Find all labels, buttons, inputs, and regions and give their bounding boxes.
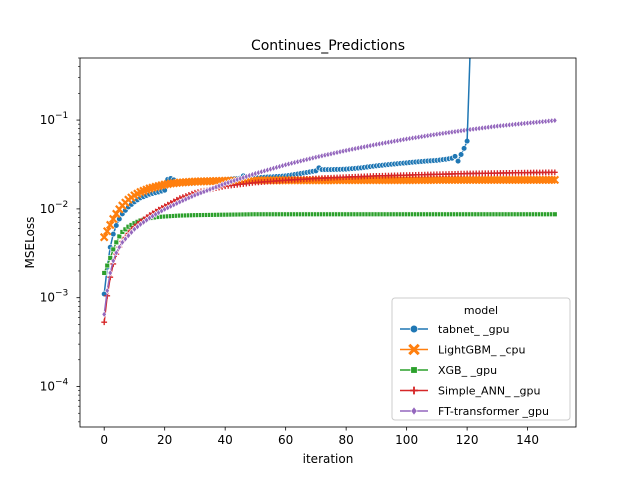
y-axis: 10−4 10−3 10−2 10−1 bbox=[40, 57, 80, 423]
legend-swatch-marker bbox=[410, 366, 418, 374]
data-point bbox=[113, 239, 119, 246]
x-tick-label: 40 bbox=[218, 433, 233, 447]
legend-entry-label: LightGBM_ _cpu bbox=[438, 344, 526, 357]
x-axis: 0 20 40 60 80 100 120 140 bbox=[100, 427, 539, 447]
series-spike-line bbox=[466, 58, 471, 142]
y-tick-label: 10−3 bbox=[40, 289, 69, 305]
data-point bbox=[119, 238, 126, 246]
legend-swatch-marker bbox=[410, 406, 418, 416]
data-point bbox=[107, 269, 113, 277]
data-point bbox=[102, 226, 112, 236]
y-tick-label: 10−1 bbox=[40, 111, 69, 127]
data-point bbox=[104, 287, 110, 295]
legend: model tabnet_ _gpu LightGBM_ _cpu XGB_ _gpu… bbox=[391, 297, 571, 421]
plot-area-frame bbox=[79, 57, 577, 428]
legend-box bbox=[391, 297, 571, 421]
data-point bbox=[122, 235, 129, 243]
x-tick-label: 140 bbox=[516, 433, 539, 447]
x-tick-label: 0 bbox=[100, 433, 108, 447]
data-point bbox=[105, 220, 115, 230]
x-tick-label: 60 bbox=[278, 433, 293, 447]
legend-title: model bbox=[464, 304, 498, 317]
series-3 bbox=[101, 169, 558, 326]
data-point bbox=[451, 153, 459, 160]
legend-entry-label: FT-transformer _gpu bbox=[438, 405, 549, 418]
x-tick-label: 120 bbox=[456, 433, 479, 447]
data-point bbox=[108, 214, 118, 224]
legend-swatch-marker bbox=[408, 343, 420, 356]
legend-entry-label: tabnet_ _gpu bbox=[438, 323, 510, 336]
data-point bbox=[107, 255, 113, 261]
y-tick-label: 10−4 bbox=[40, 378, 69, 394]
chart-title: Continues_Predictions bbox=[251, 38, 405, 54]
x-axis-label: iteration bbox=[303, 452, 354, 466]
legend-entry-label: XGB_ _gpu bbox=[438, 364, 497, 377]
data-point bbox=[116, 243, 122, 251]
data-point bbox=[552, 116, 558, 125]
legend-entry-label: Simple_ANN_ _gpu bbox=[438, 385, 540, 398]
data-point bbox=[128, 228, 135, 236]
x-tick-label: 20 bbox=[157, 433, 172, 447]
data-point bbox=[551, 169, 558, 176]
data-point bbox=[457, 151, 465, 158]
legend-swatch-marker bbox=[410, 386, 418, 395]
data-point bbox=[116, 233, 122, 240]
data-point bbox=[110, 246, 116, 253]
data-point bbox=[99, 232, 109, 242]
data-point bbox=[552, 211, 558, 217]
data-point bbox=[101, 270, 107, 276]
data-point bbox=[460, 145, 468, 152]
series-layer bbox=[99, 58, 560, 326]
y-tick-label: 10−2 bbox=[40, 200, 69, 216]
series-4 bbox=[101, 116, 558, 318]
data-point bbox=[550, 175, 560, 185]
data-point bbox=[110, 257, 116, 265]
x-tick-label: 80 bbox=[339, 433, 354, 447]
x-tick-label: 100 bbox=[395, 433, 418, 447]
data-point bbox=[113, 249, 119, 257]
y-axis-label: MSELoss bbox=[23, 217, 37, 269]
legend-swatch-marker bbox=[409, 324, 419, 334]
data-point bbox=[104, 262, 110, 269]
series-2 bbox=[101, 211, 558, 276]
data-point bbox=[101, 310, 107, 318]
data-point bbox=[101, 319, 108, 326]
data-point bbox=[454, 158, 462, 165]
data-point bbox=[125, 232, 132, 240]
